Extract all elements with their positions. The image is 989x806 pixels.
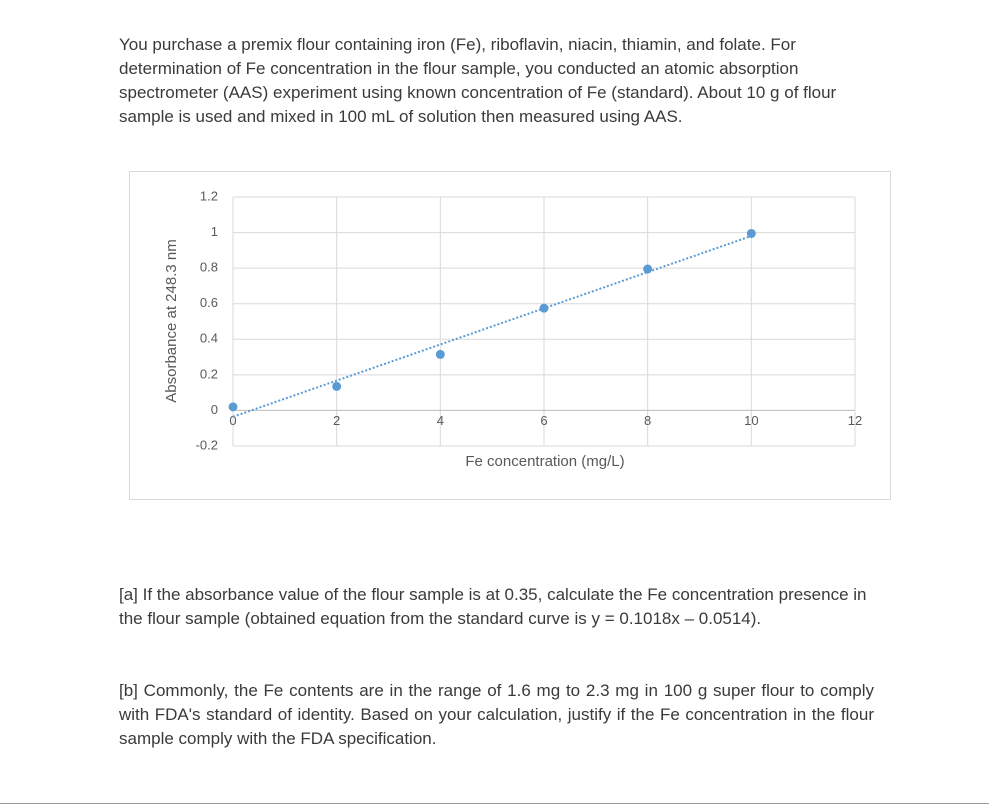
y-tick-label: 1	[211, 224, 218, 239]
x-tick-label: 12	[848, 413, 862, 428]
y-tick-label: 1.2	[200, 188, 218, 203]
y-tick-label: 0.8	[200, 260, 218, 275]
trendline	[232, 235, 752, 418]
chart: Fe concentration (mg/L) Absorbance at 24…	[129, 171, 891, 500]
y-tick-label: 0.2	[200, 366, 218, 381]
chart-frame	[129, 171, 891, 500]
x-tick-label: 8	[644, 413, 651, 428]
data-point	[228, 402, 238, 412]
question-b: [b] Commonly, the Fe contents are in the…	[119, 681, 874, 748]
data-point	[539, 303, 549, 313]
y-tick-label: 0	[211, 402, 218, 417]
data-point	[435, 349, 445, 359]
x-tick-label: 6	[540, 413, 547, 428]
x-tick-label: 4	[437, 413, 444, 428]
x-tick-label: 2	[333, 413, 340, 428]
data-point	[746, 228, 756, 238]
x-tick-label: 10	[744, 413, 758, 428]
data-point	[643, 264, 653, 274]
x-axis-title: Fe concentration (mg/L)	[465, 453, 624, 470]
intro-text: You purchase a premix flour containing i…	[119, 35, 837, 126]
question-a: [a] If the absorbance value of the flour…	[119, 585, 867, 628]
page-rule	[0, 803, 989, 804]
y-axis-title: Absorbance at 248.3 nm	[163, 239, 180, 402]
y-tick-label: -0.2	[196, 437, 218, 452]
y-tick-label: 0.6	[200, 295, 218, 310]
x-tick-label: 0	[229, 413, 236, 428]
data-point	[332, 381, 342, 391]
y-tick-label: 0.4	[200, 331, 218, 346]
